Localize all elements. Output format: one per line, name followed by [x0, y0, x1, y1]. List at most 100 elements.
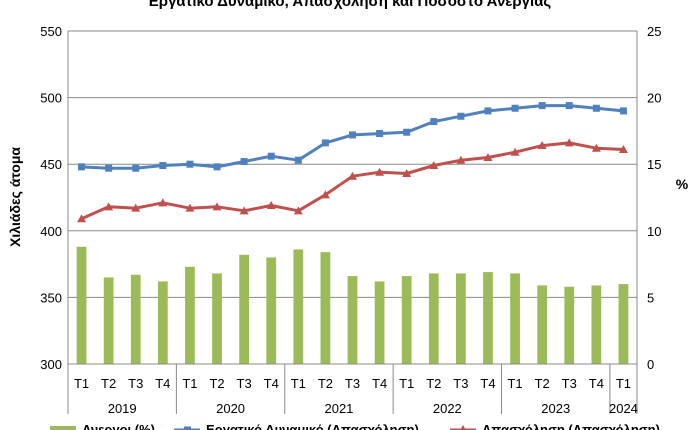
year-label: 2021	[324, 401, 353, 416]
x-tick-label: T3	[345, 376, 360, 391]
y-left-tick-label: 450	[40, 157, 62, 172]
data-point	[239, 206, 249, 215]
x-tick-label: T1	[399, 376, 414, 391]
bar	[266, 257, 277, 364]
bar	[428, 273, 439, 364]
bar	[591, 285, 602, 364]
x-tick-label: T1	[291, 376, 306, 391]
bar	[401, 276, 412, 364]
y-left-tick-label: 400	[40, 224, 62, 239]
chart-title: Εργατικό Δυναμικό, Απασχόληση και Ποσοστ…	[149, 0, 552, 10]
x-tick-label: T2	[209, 376, 224, 391]
x-tick-label: T1	[74, 376, 89, 391]
legend-label: Εργατικό Δυναμικό (Απασχόληση)	[206, 422, 419, 430]
data-point	[537, 141, 547, 150]
bar	[320, 252, 331, 364]
y-right-tick-label: 0	[647, 357, 654, 372]
bar	[456, 273, 466, 364]
data-point	[376, 130, 384, 138]
data-point	[565, 102, 573, 110]
legend-marker	[460, 425, 466, 430]
bar	[510, 273, 520, 364]
x-tick-label: T4	[480, 376, 495, 391]
y-left-tick-label: 500	[40, 91, 62, 106]
x-tick-label: T4	[155, 376, 170, 391]
x-tick-label: T3	[562, 376, 577, 391]
data-point	[402, 169, 412, 178]
data-point	[403, 128, 411, 136]
legend-label: Απασχόληση (Απασχόληση)	[482, 422, 660, 430]
data-point	[77, 214, 87, 223]
x-tick-label: T3	[128, 376, 143, 391]
x-tick-label: T1	[616, 376, 631, 391]
y-axis-left-title: Χιλιάδες άτομα	[7, 147, 23, 247]
year-label: 2019	[108, 401, 137, 416]
data-point	[78, 163, 86, 171]
x-tick-label: T2	[426, 376, 441, 391]
y-axis-right-title: %	[676, 176, 689, 192]
bar	[103, 277, 114, 364]
data-point	[510, 147, 520, 156]
data-point	[619, 107, 627, 115]
x-tick-label: T2	[318, 376, 333, 391]
x-tick-label: T4	[589, 376, 604, 391]
y-right-tick-label: 15	[647, 157, 661, 172]
data-point	[104, 202, 114, 211]
data-point	[320, 190, 330, 199]
x-tick-label: T4	[372, 376, 387, 391]
x-tick-label: T4	[264, 376, 279, 391]
y-left-tick-label: 300	[40, 357, 62, 372]
y-right-tick-label: 10	[647, 224, 661, 239]
year-label: 2020	[216, 401, 245, 416]
x-tick-label: T3	[237, 376, 252, 391]
bar	[618, 284, 629, 364]
bar	[537, 285, 548, 364]
y-right-tick-label: 5	[647, 290, 654, 305]
y-left-tick-label: 550	[40, 24, 62, 39]
data-point	[429, 161, 439, 170]
data-point	[213, 163, 221, 171]
y-left-tick-label: 350	[40, 290, 62, 305]
data-point	[186, 160, 194, 168]
data-point	[538, 102, 546, 110]
x-tick-label: T1	[182, 376, 197, 391]
legend-label: Ανεργοι (%)	[82, 422, 155, 430]
data-point	[158, 198, 168, 207]
data-point	[131, 203, 141, 212]
data-point	[185, 203, 195, 212]
data-point	[267, 152, 275, 160]
data-point	[293, 206, 303, 215]
x-tick-label: T2	[535, 376, 550, 391]
data-point	[456, 155, 466, 164]
year-label: 2022	[433, 401, 462, 416]
bar	[483, 272, 493, 364]
x-tick-label: T1	[507, 376, 522, 391]
data-point	[592, 104, 600, 112]
legend-marker	[184, 426, 191, 430]
data-point	[430, 118, 438, 126]
data-point	[159, 162, 167, 170]
x-tick-label: T2	[101, 376, 116, 391]
data-point	[294, 156, 302, 164]
data-point	[240, 158, 248, 166]
bar	[157, 281, 168, 364]
y-right-tick-label: 20	[647, 91, 661, 106]
bar	[293, 249, 304, 364]
data-point	[591, 143, 601, 152]
data-point	[457, 112, 465, 120]
data-point	[321, 139, 329, 147]
data-point	[483, 153, 493, 162]
bar	[130, 274, 141, 364]
year-label: 2024	[609, 401, 638, 416]
data-point	[105, 164, 113, 172]
data-point	[511, 104, 519, 112]
data-point	[212, 202, 222, 211]
bars	[76, 246, 629, 364]
legend-swatch	[50, 426, 76, 430]
y-right-tick-label: 25	[647, 24, 661, 39]
tick-labels: 300 350 400 450 500 550 0 5 10 15 20 25 T1 T2 T3 T4 T1 T2…	[40, 24, 661, 416]
x-tick-label: T3	[453, 376, 468, 391]
bar	[239, 254, 249, 364]
bar	[212, 273, 222, 364]
data-point	[375, 167, 385, 176]
